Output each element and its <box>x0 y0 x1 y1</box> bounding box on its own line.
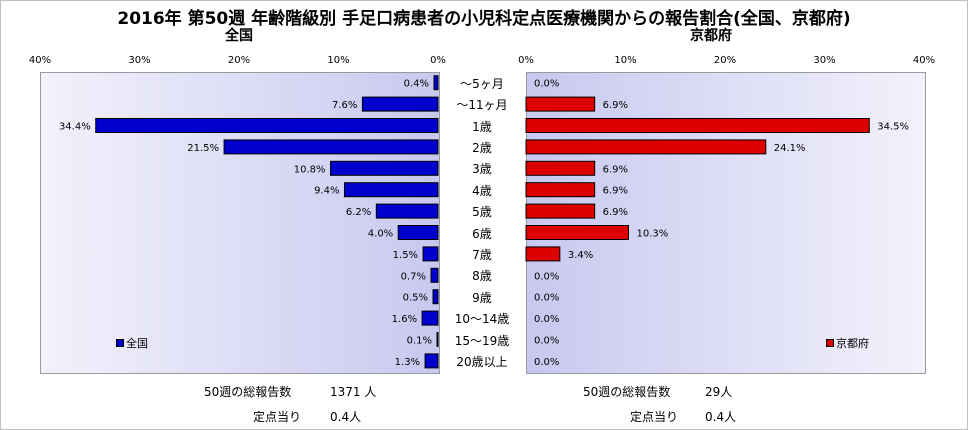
left-per-label: 定点当り <box>253 410 302 424</box>
national-data-label: 9.4% <box>314 186 339 197</box>
kyoto-bar <box>525 160 596 176</box>
national-bar <box>436 332 439 347</box>
national-data-label: 1.6% <box>392 314 417 325</box>
kyoto-data-label: 0.0% <box>534 314 559 325</box>
right-tick-label: 0% <box>518 55 534 66</box>
national-data-label: 0.1% <box>407 336 432 347</box>
national-bar <box>361 96 439 112</box>
category-label: 1歳 <box>472 119 492 134</box>
national-bar <box>421 310 439 326</box>
right-reports-label: 50週の総報告数 <box>583 385 671 399</box>
left-tick-label: 40% <box>28 55 52 66</box>
category-label: 10～14歳 <box>454 312 510 327</box>
national-data-label: 4.0% <box>368 229 393 240</box>
category-label: ～5ヶ月 <box>460 76 504 91</box>
left-tick-label: 0% <box>430 55 446 66</box>
left-legend: 全国 <box>116 335 148 351</box>
kyoto-data-label: 3.4% <box>568 250 593 261</box>
kyoto-data-label: 24.1% <box>774 143 806 154</box>
kyoto-bar <box>525 182 596 198</box>
national-bar <box>432 289 439 305</box>
left-tick-label: 20% <box>227 55 251 66</box>
kyoto-data-label: 34.5% <box>877 122 909 133</box>
national-data-label: 21.5% <box>187 143 219 154</box>
right-legend-label: 京都府 <box>836 337 869 350</box>
category-label: 15～19歳 <box>454 333 510 348</box>
category-label: ～11ヶ月 <box>456 98 508 113</box>
kyoto-data-label: 6.9% <box>603 207 628 218</box>
right-per-label: 定点当り <box>630 410 679 424</box>
national-data-label: 10.8% <box>294 164 326 175</box>
kyoto-data-label: 0.0% <box>534 336 559 347</box>
right-legend: 京都府 <box>826 335 869 351</box>
kyoto-data-label: 0.0% <box>534 293 559 304</box>
left-tick-label: 30% <box>128 55 151 66</box>
category-label: 2歳 <box>472 140 492 155</box>
kyoto-data-label: 6.9% <box>603 186 628 197</box>
kyoto-data-label: 0.0% <box>534 271 559 282</box>
national-bar <box>430 267 439 283</box>
legend-swatch <box>116 339 124 347</box>
category-label: 5歳 <box>472 205 492 220</box>
kyoto-data-label: 10.3% <box>636 229 668 240</box>
category-label: 6歳 <box>472 226 492 241</box>
kyoto-data-label: 6.9% <box>603 164 628 175</box>
national-data-label: 1.5% <box>393 250 418 261</box>
national-bar <box>330 160 439 176</box>
left-reports-value: 1371 人 <box>330 385 377 399</box>
national-bar <box>433 75 439 91</box>
national-bar <box>95 118 439 133</box>
legend-swatch <box>826 339 834 347</box>
kyoto-data-label: 6.9% <box>603 100 628 111</box>
national-data-label: 1.3% <box>395 357 420 368</box>
kyoto-bar <box>525 225 629 240</box>
left-legend-label: 全国 <box>126 337 148 350</box>
kyoto-bar <box>525 96 596 112</box>
national-data-label: 0.5% <box>403 293 428 304</box>
left-subtitle: 全国 <box>225 28 253 44</box>
category-label: 3歳 <box>472 162 492 177</box>
left-tick-label: 10% <box>327 55 350 66</box>
kyoto-bar <box>525 246 561 262</box>
national-data-label: 0.4% <box>404 79 429 90</box>
national-data-label: 0.7% <box>401 271 426 282</box>
category-label: 9歳 <box>472 290 492 305</box>
chart-title: 2016年 第50週 年齢階級別 手足口病患者の小児科定点医療機関からの報告割合… <box>117 9 851 29</box>
right-tick-label: 20% <box>713 55 737 66</box>
category-label: 8歳 <box>472 269 492 284</box>
right-tick-label: 10% <box>614 55 637 66</box>
right-per-value: 0.4人 <box>705 410 737 424</box>
kyoto-data-label: 0.0% <box>534 79 559 90</box>
national-bar <box>422 246 439 262</box>
kyoto-data-label: 0.0% <box>534 357 559 368</box>
right-tick-label: 40% <box>912 55 936 66</box>
national-data-label: 6.2% <box>346 207 371 218</box>
national-data-label: 7.6% <box>332 100 357 111</box>
national-bar <box>424 353 439 369</box>
left-per-value: 0.4人 <box>330 410 362 424</box>
right-reports-value: 29人 <box>705 385 733 399</box>
kyoto-bar <box>525 203 596 219</box>
national-data-label: 34.4% <box>59 122 91 133</box>
national-bar <box>397 225 439 240</box>
category-label: 4歳 <box>472 183 492 198</box>
national-bar <box>343 182 439 198</box>
right-subtitle: 京都府 <box>690 28 732 44</box>
kyoto-bar <box>525 139 767 155</box>
kyoto-bar <box>525 118 870 133</box>
category-label: 7歳 <box>472 247 492 262</box>
national-bar <box>223 139 439 155</box>
category-label: 20歳以上 <box>456 354 508 369</box>
left-reports-label: 50週の総報告数 <box>204 385 292 399</box>
right-tick-label: 30% <box>813 55 836 66</box>
national-bar <box>375 203 439 219</box>
